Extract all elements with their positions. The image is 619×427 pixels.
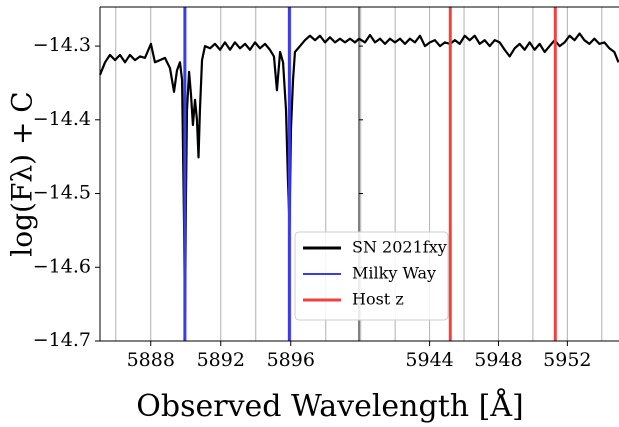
- x-tick-label: 5944: [405, 349, 453, 371]
- y-tick-label: −14.7: [33, 329, 91, 351]
- x-tick-label: 5948: [474, 349, 522, 371]
- legend-label: SN 2021fxy: [352, 238, 447, 257]
- x-axis-label: Observed Wavelength [Å]: [136, 388, 523, 424]
- legend-box: [294, 231, 449, 321]
- x-tick-label: 5892: [197, 349, 245, 371]
- y-tick-label: −14.6: [33, 255, 91, 277]
- x-tick-label: 5952: [543, 349, 591, 371]
- y-tick-label: −14.5: [33, 182, 91, 204]
- x-tick-label: 5888: [127, 349, 175, 371]
- y-tick-label: −14.4: [33, 108, 91, 130]
- spectrum-line: [98, 32, 619, 320]
- legend-label: Host z: [352, 290, 404, 309]
- y-axis-label: log(Fλ) + C: [6, 91, 39, 256]
- x-tick-label: 5896: [267, 349, 315, 371]
- legend-label: Milky Way: [352, 264, 436, 283]
- y-tick-label: −14.3: [33, 34, 91, 56]
